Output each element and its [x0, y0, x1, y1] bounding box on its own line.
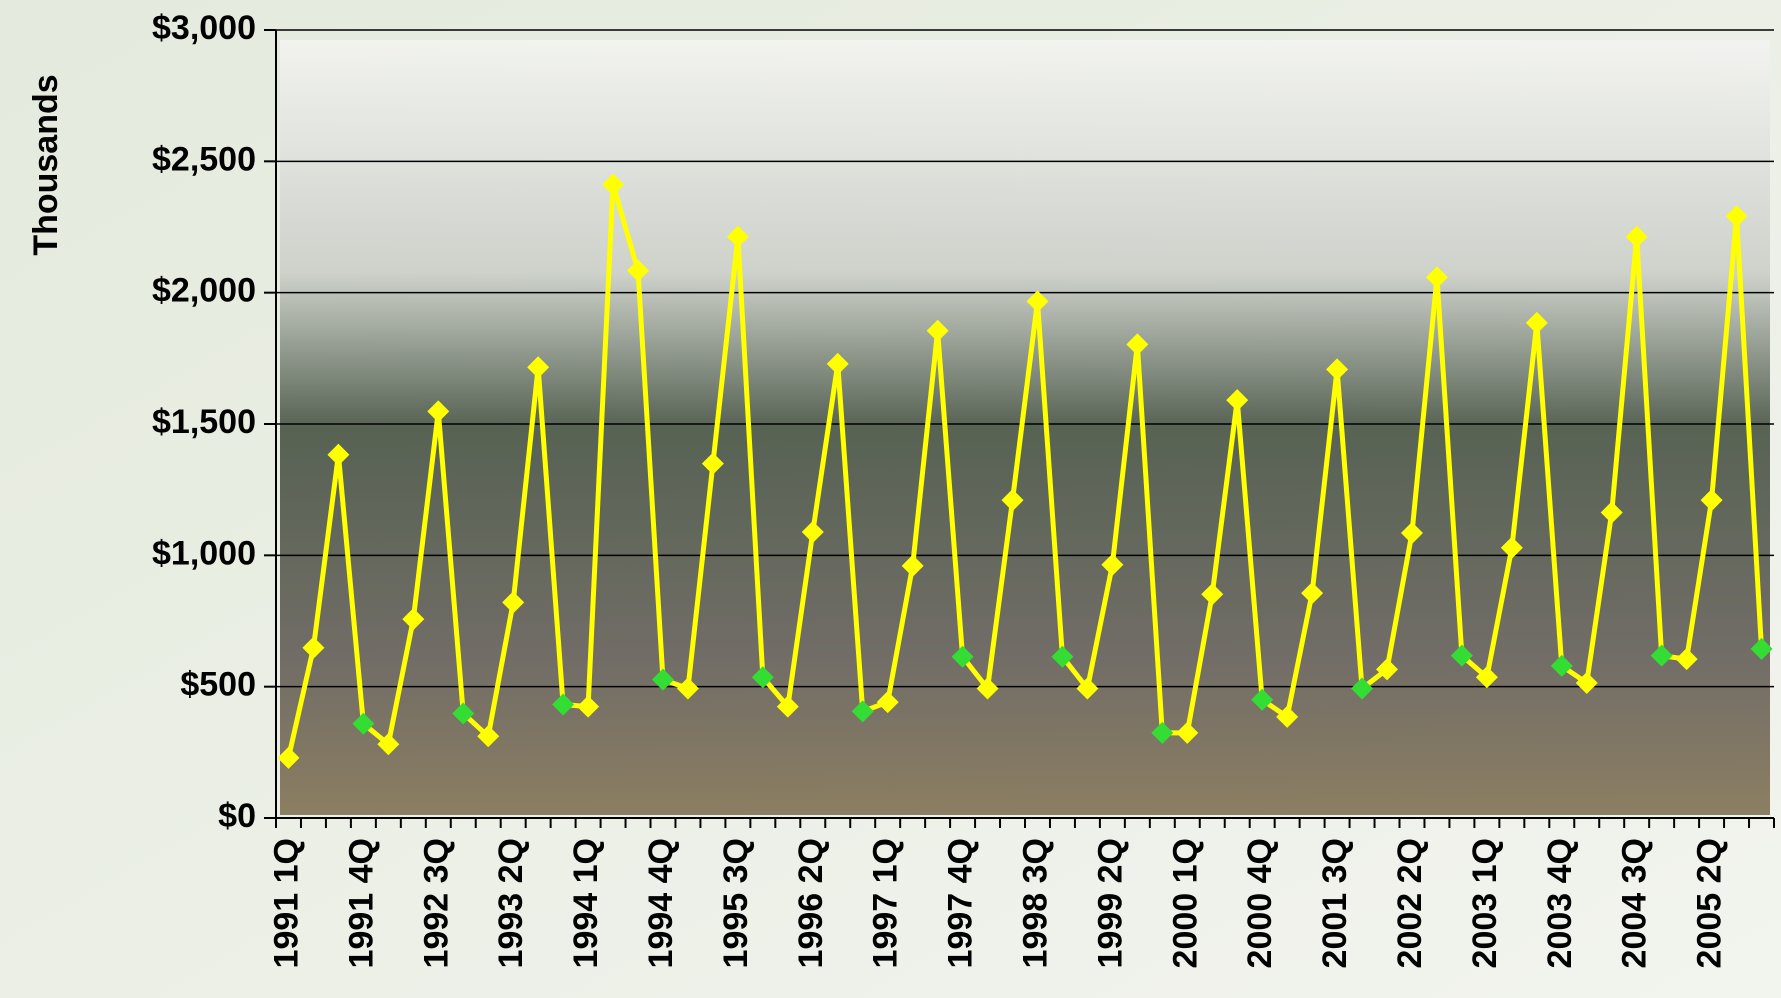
data-point — [801, 520, 824, 543]
data-point — [427, 400, 450, 423]
data-point — [1051, 645, 1074, 668]
x-tick-label: 1998 3Q — [1016, 838, 1054, 968]
data-point — [402, 608, 425, 631]
data-point — [577, 695, 600, 718]
data-point — [552, 693, 575, 716]
data-point — [701, 452, 724, 475]
data-point — [651, 668, 674, 691]
data-point — [676, 677, 699, 700]
data-point — [502, 591, 525, 614]
data-point — [851, 700, 874, 723]
x-tick-label: 1992 3Q — [417, 838, 455, 968]
data-point — [926, 319, 949, 342]
x-tick-label: 1999 2Q — [1091, 838, 1129, 968]
x-tick-label: 1993 2Q — [492, 838, 530, 968]
data-point — [951, 645, 974, 668]
data-point — [327, 443, 350, 466]
y-axis-label: Thousands — [27, 74, 65, 255]
data-point — [1351, 677, 1374, 700]
y-tick-label: $500 — [180, 666, 256, 704]
data-point — [1251, 688, 1274, 711]
data-point — [1301, 582, 1324, 605]
data-point — [527, 356, 550, 379]
data-point — [627, 259, 650, 282]
y-tick-label: $2,500 — [152, 140, 256, 178]
data-point — [1475, 666, 1498, 689]
data-point — [776, 695, 799, 718]
data-point — [1376, 658, 1399, 681]
data-point — [1425, 266, 1448, 289]
x-tick-label: 1994 4Q — [642, 838, 680, 968]
data-point — [1076, 677, 1099, 700]
x-tick-label: 1997 1Q — [867, 838, 905, 968]
y-tick-label: $0 — [218, 797, 256, 835]
data-point — [1750, 637, 1773, 660]
data-point — [277, 746, 300, 769]
data-point — [1650, 644, 1673, 667]
data-point — [1126, 333, 1149, 356]
y-tick-label: $2,000 — [152, 272, 256, 310]
x-tick-label: 1997 4Q — [942, 838, 980, 968]
data-point — [1725, 205, 1748, 228]
data-point — [452, 702, 475, 725]
data-point — [1001, 489, 1024, 512]
data-point — [751, 666, 774, 689]
data-point — [1201, 583, 1224, 606]
photo-backdrop — [280, 40, 1770, 815]
data-point — [901, 554, 924, 577]
data-point — [1450, 644, 1473, 667]
data-point — [477, 725, 500, 748]
data-point — [1276, 705, 1299, 728]
x-tick-label: 1991 1Q — [267, 838, 305, 968]
x-tick-label: 1994 1Q — [567, 838, 605, 968]
data-point — [1226, 389, 1249, 412]
data-point — [1625, 225, 1648, 248]
data-point — [826, 352, 849, 375]
data-point — [726, 225, 749, 248]
x-tick-label: 1995 3Q — [717, 838, 755, 968]
x-tick-label: 2005 2Q — [1691, 838, 1729, 968]
data-point — [1575, 671, 1598, 694]
x-tick-label: 1996 2Q — [792, 838, 830, 968]
data-point — [1550, 654, 1573, 677]
x-tick-label: 2004 3Q — [1616, 838, 1654, 968]
x-tick-label: 2000 4Q — [1241, 838, 1279, 968]
data-point — [1026, 290, 1049, 313]
data-point — [377, 733, 400, 756]
data-point — [602, 173, 625, 196]
series-line — [286, 181, 1765, 759]
data-point — [1600, 501, 1623, 524]
data-point — [1176, 721, 1199, 744]
data-point — [876, 691, 899, 714]
x-tick-label: 2002 2Q — [1391, 838, 1429, 968]
y-tick-label: $1,500 — [152, 403, 256, 441]
data-point — [1400, 522, 1423, 545]
y-tick-label: $1,000 — [152, 534, 256, 572]
data-point — [1326, 358, 1349, 381]
x-tick-label: 2003 4Q — [1541, 838, 1579, 968]
data-point — [1675, 648, 1698, 671]
data-point — [976, 677, 999, 700]
data-point — [1500, 536, 1523, 559]
x-tick-label: 2000 1Q — [1166, 838, 1204, 968]
x-tick-label: 2001 3Q — [1316, 838, 1354, 968]
data-point — [1525, 311, 1548, 334]
data-point — [352, 712, 375, 735]
data-point — [1700, 489, 1723, 512]
y-tick-label: $3,000 — [152, 9, 256, 47]
data-point — [302, 636, 325, 659]
data-point — [1151, 721, 1174, 744]
x-tick-label: 1991 4Q — [342, 838, 380, 968]
data-point — [1101, 553, 1124, 576]
x-tick-label: 2003 1Q — [1466, 838, 1504, 968]
